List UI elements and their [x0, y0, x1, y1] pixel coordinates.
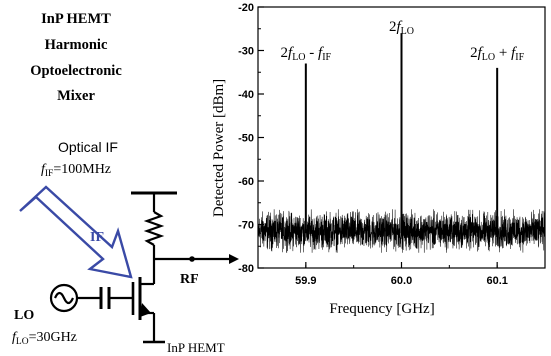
rf-node-dot	[189, 256, 195, 262]
x-axis-label: Frequency [GHz]	[329, 301, 434, 317]
rf-arrowhead	[229, 254, 239, 264]
peak-label-coef: 2	[470, 45, 478, 61]
peak-label-op: +	[495, 45, 511, 61]
y-tick-label: -70	[238, 220, 254, 232]
flo-value: =30GHz	[29, 330, 77, 345]
peak-label-2: 2fLO	[389, 19, 414, 37]
peak-label-f: f	[478, 45, 484, 61]
y-tick-label: -20	[238, 2, 254, 14]
title-line-4: Mixer	[57, 88, 95, 104]
peak-label-sub: LO	[292, 52, 305, 63]
if-arrow-label: IF	[90, 230, 104, 245]
lo-label: LO	[14, 308, 34, 323]
if-arrow-shape	[19, 185, 133, 279]
rf-label: RF	[180, 272, 199, 287]
peak-label-f2: f	[318, 45, 324, 61]
spectrum-chart: 59.9 60.0 60.1 -80 -70 -60 -50 -40 -30 -20 2fLO …	[211, 2, 546, 317]
fif-value: =100MHz	[53, 162, 111, 177]
peak-label-sub: LO	[482, 52, 495, 63]
x-tick-label: 60.0	[391, 275, 412, 287]
fif-label: fIF=100MHz	[41, 162, 111, 179]
y-tick-label: -30	[238, 46, 254, 58]
peak-label-1: 2fLO - fIF	[281, 45, 332, 63]
x-axis-ticks: 59.9 60.0 60.1	[257, 262, 546, 287]
peak-label-f: f	[396, 19, 402, 35]
lo-sine-wave	[53, 291, 75, 305]
peak-label-coef: 2	[281, 45, 289, 61]
peak-label-sub: LO	[401, 26, 414, 37]
y-tick-label: -50	[238, 133, 254, 145]
mixer-title: InP HEMT Harmonic Optoelectronic Mixer	[30, 11, 122, 104]
peak-label-3: 2fLO + fIF	[470, 45, 524, 63]
y-axis-ticks: -80 -70 -60 -50 -40 -30 -20	[238, 2, 264, 275]
peak-label-sub2: IF	[515, 52, 524, 63]
y-tick-label: -80	[238, 263, 254, 275]
flo-label: fLO=30GHz	[12, 330, 77, 347]
device-label: InP HEMT	[167, 340, 225, 355]
peak-label-coef: 2	[389, 19, 397, 35]
title-line-3: Optoelectronic	[30, 63, 122, 79]
flo-sub: LO	[16, 337, 29, 347]
y-axis-label: Detected Power [dBm]	[211, 79, 227, 217]
x-tick-label: 59.9	[295, 275, 316, 287]
if-arrow: IF	[19, 185, 133, 279]
source-arrow	[140, 303, 151, 317]
flo-f: f	[12, 330, 18, 345]
peak-label-sub2: IF	[322, 52, 331, 63]
x-tick-label: 60.1	[486, 275, 507, 287]
fif-f: f	[41, 162, 47, 177]
resistor	[143, 211, 165, 246]
peak-label-f: f	[288, 45, 294, 61]
peak-label-f2: f	[511, 45, 517, 61]
title-line-1: InP HEMT	[41, 11, 111, 27]
lo-source-circle	[49, 283, 79, 313]
fif-sub: IF	[45, 169, 53, 179]
peak-label-op: -	[306, 45, 319, 61]
y-tick-label: -40	[238, 89, 254, 101]
optical-if-label: Optical IF	[58, 139, 118, 155]
peaks	[304, 33, 499, 234]
y-tick-label: -60	[238, 176, 254, 188]
title-line-2: Harmonic	[45, 37, 108, 53]
